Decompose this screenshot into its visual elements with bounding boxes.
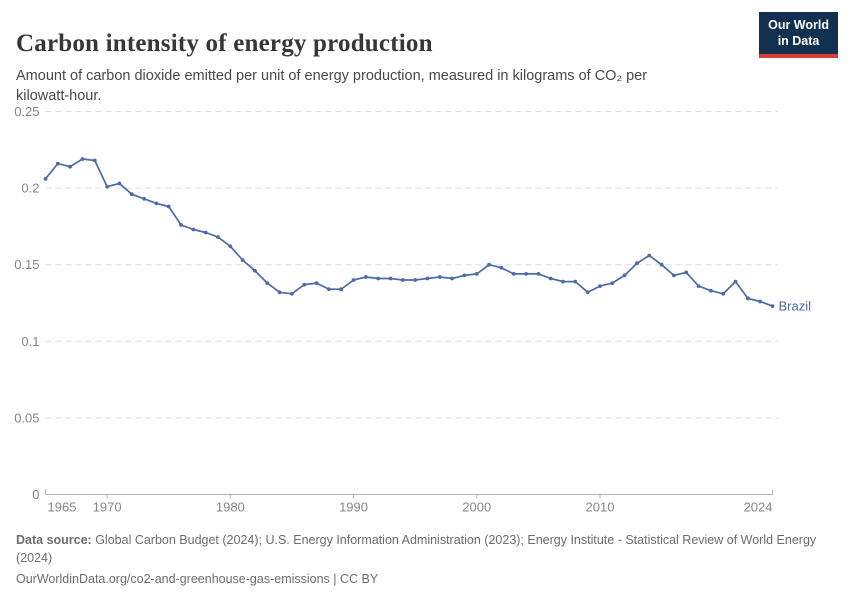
x-tick-label: 2000 (462, 500, 491, 515)
data-line[interactable] (44, 158, 774, 307)
data-point (425, 276, 430, 281)
series-label: Brazil (779, 299, 812, 314)
data-point (228, 244, 233, 249)
data-point (240, 258, 245, 262)
y-axis-labels: 0 0.05 0.1 0.15 0.2 0.25 (14, 104, 39, 502)
data-point (770, 304, 775, 308)
data-point (659, 262, 664, 267)
data-point (635, 261, 639, 266)
data-point (548, 276, 553, 281)
data-point (561, 279, 565, 284)
data-point (511, 272, 516, 276)
data-point (265, 281, 270, 285)
data-point (302, 282, 307, 287)
data-point (585, 290, 590, 295)
x-tick-label: 1970 (93, 500, 122, 515)
data-point (129, 192, 134, 197)
data-point (290, 291, 294, 296)
data-point (400, 278, 405, 282)
x-tick-label: 1965 (48, 500, 77, 515)
data-source-line: Data source: Global Carbon Budget (2024)… (16, 531, 838, 567)
y-tick-label: 0.25 (14, 104, 39, 119)
x-tick-label: 1980 (216, 500, 245, 515)
y-tick-label: 0.15 (14, 257, 39, 272)
data-point (746, 296, 750, 301)
data-point (487, 262, 491, 267)
data-point (462, 273, 467, 278)
data-point (622, 273, 627, 278)
data-point (68, 164, 72, 169)
y-tick-label: 0.05 (14, 410, 39, 425)
page-title: Carbon intensity of energy production (16, 29, 433, 57)
data-point (376, 276, 381, 281)
data-point (216, 235, 220, 240)
data-point (253, 268, 257, 273)
gridlines (45, 111, 778, 419)
data-point (536, 272, 541, 276)
y-tick-label: 0 (32, 487, 39, 502)
y-tick-label: 0.2 (21, 181, 39, 196)
owid-logo-text-line2: in Data (777, 34, 820, 49)
owid-logo-text-line1: Our World (768, 18, 829, 32)
data-point (80, 157, 85, 161)
series-end-label: Brazil (779, 299, 812, 314)
data-point (277, 290, 282, 295)
data-point (142, 196, 147, 201)
x-axis-labels: 1965 1970 1980 1990 2000 2010 2024 (48, 500, 773, 515)
data-point (450, 276, 454, 281)
data-point (684, 270, 689, 275)
data-point (524, 272, 528, 276)
license-text: | CC BY (329, 572, 379, 587)
x-axis (45, 489, 773, 499)
owid-url-link[interactable]: OurWorldinData.org/co2-and-greenhouse-ga… (16, 572, 330, 587)
chart-canvas[interactable]: 0 0.05 0.1 0.15 0.2 0.25 1965 1970 1980 1990 2000… (0, 0, 850, 525)
data-point (413, 278, 418, 282)
data-point (364, 275, 368, 279)
data-point (721, 291, 726, 296)
data-point (573, 279, 578, 284)
data-point (672, 273, 676, 278)
attribution-line: OurWorldinData.org/co2-and-greenhouse-ga… (16, 570, 838, 588)
chart-subtitle: Amount of carbon dioxide emitted per uni… (16, 67, 648, 104)
data-point (327, 287, 331, 292)
x-tick-label: 1990 (339, 500, 368, 515)
data-point (314, 281, 319, 285)
data-point (437, 275, 442, 279)
data-point (339, 287, 344, 292)
data-source-text: Global Carbon Budget (2024); U.S. Energy… (16, 533, 817, 566)
x-tick-label: 2010 (586, 500, 615, 515)
data-point (499, 265, 504, 270)
data-point (388, 276, 393, 281)
data-point (696, 284, 701, 288)
data-point (117, 181, 122, 186)
data-point (179, 223, 183, 227)
data-points[interactable] (43, 157, 775, 308)
data-point (351, 278, 356, 282)
chart-footer: Data source: Global Carbon Budget (2024)… (16, 531, 838, 588)
owid-logo[interactable]: Our World in Data (759, 12, 838, 58)
y-tick-label: 0.1 (21, 334, 39, 349)
data-point (610, 281, 615, 285)
data-source-label: Data source: (16, 533, 92, 547)
data-point (92, 158, 97, 163)
data-point (758, 299, 763, 304)
data-point (647, 253, 652, 258)
x-tick-label: 2024 (744, 500, 773, 515)
data-point (191, 227, 196, 232)
data-point (55, 161, 60, 166)
data-point (166, 204, 171, 209)
data-point (154, 201, 159, 206)
line-brazil (44, 158, 774, 307)
data-point (474, 272, 479, 276)
data-point (105, 184, 109, 189)
data-point (203, 230, 208, 235)
data-point (598, 284, 602, 288)
data-point (709, 288, 713, 293)
data-point (43, 177, 48, 181)
data-point (733, 279, 738, 284)
